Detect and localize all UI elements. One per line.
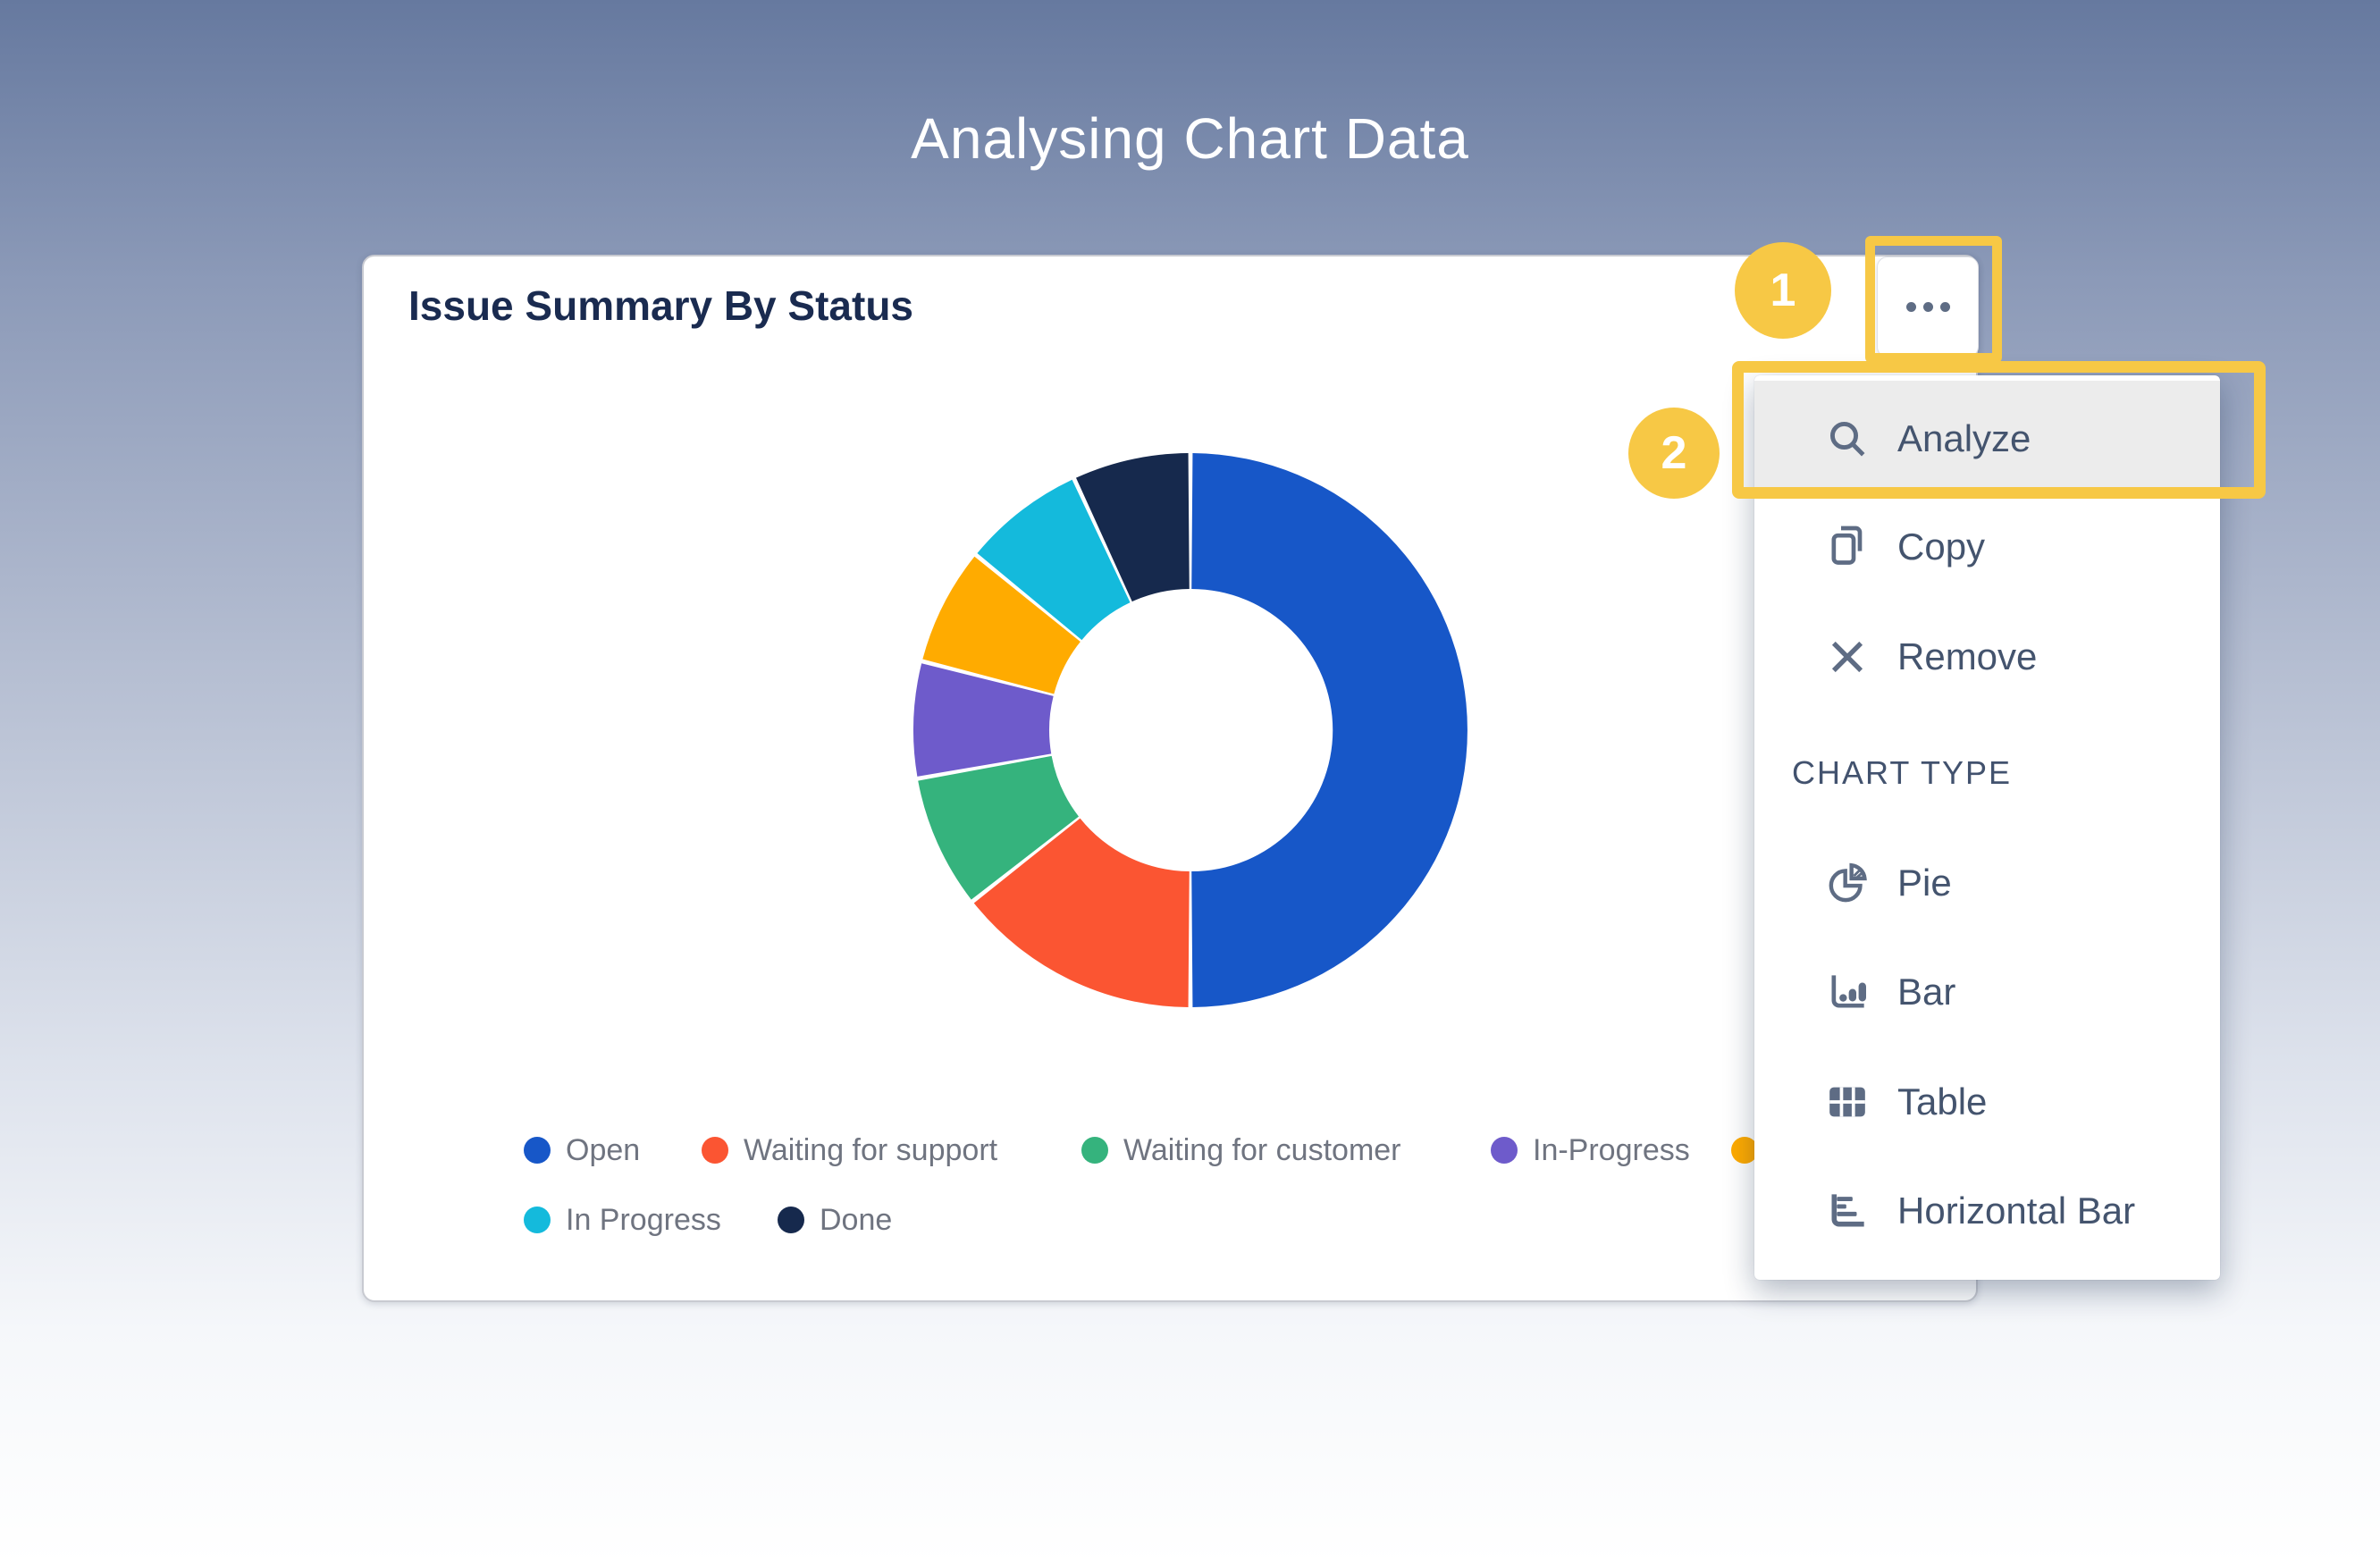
legend-item[interactable]: Done: [778, 1200, 892, 1240]
legend-dot: [1731, 1137, 1758, 1164]
menu-item-label: Pie: [1897, 862, 1952, 904]
menu-item-analyze[interactable]: Analyze: [1754, 381, 2220, 497]
menu-section-chart-type: CHART TYPE: [1792, 754, 2013, 791]
legend-item[interactable]: In-Progress: [1491, 1131, 1690, 1170]
menu-item-label: Bar: [1897, 971, 1956, 1013]
menu-item-label: Analyze: [1897, 417, 2031, 459]
legend-item[interactable]: Waiting for customer: [1081, 1131, 1401, 1170]
legend-label: In Progress: [566, 1202, 721, 1237]
legend-item[interactable]: [1731, 1131, 1773, 1170]
legend-label: Done: [820, 1202, 893, 1237]
legend-label: Open: [566, 1132, 641, 1167]
search-icon: [1822, 414, 1872, 464]
legend-label: Waiting for customer: [1123, 1132, 1401, 1167]
legend-item[interactable]: Open: [524, 1131, 640, 1170]
donut-segment[interactable]: [1075, 453, 1190, 602]
menu-item-label: Copy: [1897, 526, 1986, 568]
menu-item-remove[interactable]: Remove: [1754, 602, 2220, 711]
donut-chart[interactable]: [878, 417, 1503, 1043]
donut-segment[interactable]: [918, 755, 1079, 900]
menu-item-label: Horizontal Bar: [1897, 1190, 2136, 1232]
legend-dot: [702, 1137, 728, 1164]
menu-item-label: Remove: [1897, 635, 2038, 677]
donut-segment[interactable]: [977, 479, 1131, 641]
page-title: Analysing Chart Data: [911, 106, 1469, 171]
menu-item-pie[interactable]: Pie: [1754, 828, 2220, 938]
step-1-badge: 1: [1735, 242, 1831, 339]
menu-item-copy[interactable]: Copy: [1754, 492, 2220, 601]
menu-item-label: Table: [1897, 1081, 1988, 1123]
legend-label: In-Progress: [1533, 1132, 1690, 1167]
step-2-badge: 2: [1628, 408, 1720, 499]
copy-icon: [1822, 522, 1872, 572]
widget-context-menu: Analyze Copy Remove CHART TYPE: [1754, 375, 2220, 1280]
donut-segment[interactable]: [1191, 453, 1468, 1007]
menu-item-horizontal-bar[interactable]: Horizontal Bar: [1754, 1156, 2220, 1265]
legend-dot: [524, 1137, 551, 1164]
chart-card-title: Issue Summary By Status: [408, 282, 914, 329]
donut-segment[interactable]: [973, 818, 1190, 1007]
menu-item-table[interactable]: Table: [1754, 1047, 2220, 1156]
donut-segment[interactable]: [922, 556, 1081, 694]
ellipsis-icon: [1905, 302, 1950, 312]
horizontal-bar-chart-icon: [1822, 1186, 1872, 1236]
menu-item-bar[interactable]: Bar: [1754, 938, 2220, 1047]
close-icon: [1822, 632, 1872, 682]
table-icon: [1822, 1077, 1872, 1127]
legend-item[interactable]: Waiting for support: [702, 1131, 997, 1170]
highlight-box-more-button: [1865, 236, 2002, 363]
bar-chart-icon: [1822, 967, 1872, 1017]
pie-chart-icon: [1822, 858, 1872, 908]
legend-label: Waiting for support: [744, 1132, 998, 1167]
legend-dot: [524, 1207, 551, 1233]
legend-dot: [1081, 1137, 1108, 1164]
legend-dot: [1491, 1137, 1518, 1164]
widget-more-button[interactable]: [1877, 256, 1979, 357]
legend-item[interactable]: In Progress: [524, 1200, 721, 1240]
legend-dot: [778, 1207, 804, 1233]
donut-segment[interactable]: [912, 663, 1054, 777]
highlight-box-analyze: [1732, 361, 2266, 499]
